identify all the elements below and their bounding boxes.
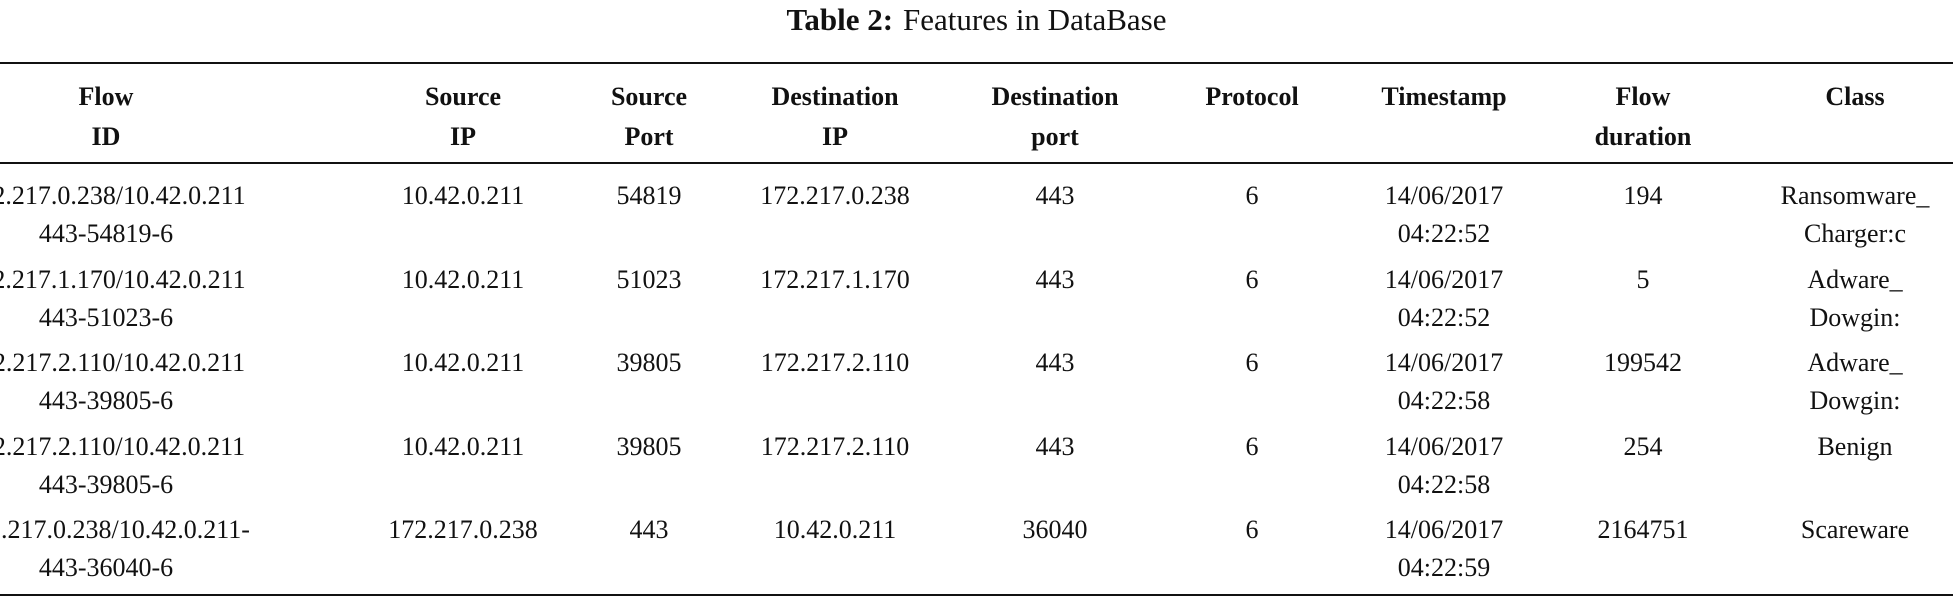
table-cell: Adware_ <box>1807 348 1903 377</box>
table-cell: 04:22:52 <box>1397 219 1491 248</box>
table-cell: 54819 <box>616 181 682 210</box>
table-cell: 199542 <box>1604 348 1682 377</box>
table-cell: 172.217.1.170 <box>760 264 910 294</box>
header-cell: Source <box>424 82 502 111</box>
table-cell: 172.217.0.238 <box>760 181 910 210</box>
table-cell: 254 <box>1623 431 1663 461</box>
table-cell: 172.217.2.110/10.42.0.211 <box>0 431 246 461</box>
table-cell: 14/06/2017 <box>1384 181 1504 210</box>
bottom-rule <box>0 594 1953 596</box>
top-rule <box>0 62 1953 64</box>
table-cell: 14/06/2017 <box>1384 515 1504 544</box>
table-cell: 14/06/2017 <box>1384 431 1504 461</box>
table-cell: 172.217.1.170/10.42.0.211 <box>0 264 246 294</box>
table-cell: 10.42.0.211 <box>401 264 525 294</box>
table-cell: 39805 <box>616 348 682 377</box>
table-cell: Scareware <box>1800 515 1910 544</box>
table-cell: 04:22:59 <box>1397 553 1491 582</box>
table-cell: 14/06/2017 <box>1384 264 1504 294</box>
header-cell: Timestamp <box>1381 82 1507 111</box>
table-cell: Dowgin: <box>1809 386 1901 415</box>
table-cell: Ransomware_ <box>1780 181 1930 210</box>
table-cell: 5 <box>1636 264 1650 294</box>
table-cell: 2164751 <box>1597 515 1689 544</box>
table-cell: 6 <box>1245 431 1259 461</box>
table-cell: 10.42.0.211 <box>773 515 897 544</box>
table-cell: 10.42.0.211 <box>401 431 525 461</box>
table-cell: 443 <box>1035 431 1075 461</box>
table-cell: 443-39805-6 <box>38 469 174 499</box>
table-cell: 172.217.2.110/10.42.0.211 <box>0 348 246 377</box>
table-cell: 443-54819-6 <box>38 219 174 248</box>
table-cell: 04:22:58 <box>1397 386 1491 415</box>
header-cell: ID <box>91 122 121 151</box>
table-cell: 36040 <box>1022 515 1088 544</box>
table-cell: Charger:c <box>1803 219 1907 248</box>
caption-text: Features in DataBase <box>903 2 1167 37</box>
header-cell: IP <box>822 122 848 151</box>
header-cell: IP <box>450 122 476 151</box>
table-cell: 6 <box>1245 264 1259 294</box>
header-cell: Flow <box>78 82 134 111</box>
header-cell: port <box>1031 122 1079 151</box>
table-cell: 172.217.0.238/10.42.0.211- <box>0 515 250 544</box>
header-cell: Source <box>610 82 688 111</box>
table-cell: 172.217.0.238/10.42.0.211 <box>0 181 246 210</box>
header-cell: Port <box>624 122 674 151</box>
header-cell: Protocol <box>1205 82 1299 111</box>
table-cell: Dowgin: <box>1809 302 1901 332</box>
table-cell: 6 <box>1245 515 1259 544</box>
table-cell: 172.217.0.238 <box>388 515 538 544</box>
table-cell: 443-36040-6 <box>38 553 174 582</box>
table-cell: 172.217.2.110 <box>760 431 910 461</box>
header-cell: Flow <box>1615 82 1671 111</box>
table-cell: 443 <box>1035 264 1075 294</box>
table-cell: 443-51023-6 <box>38 302 174 332</box>
header-cell: Destination <box>991 82 1119 111</box>
table-cell: 39805 <box>616 431 682 461</box>
table-cell: Adware_ <box>1807 264 1903 294</box>
table-cell: 443 <box>1035 348 1075 377</box>
table-cell: 443 <box>629 515 669 544</box>
table-cell: 443-39805-6 <box>38 386 174 415</box>
table-cell: 10.42.0.211 <box>401 348 525 377</box>
table-cell: 51023 <box>616 264 682 294</box>
table-cell: 172.217.2.110 <box>760 348 910 377</box>
caption: Table 2: Features in DataBase <box>0 0 1953 40</box>
table-cell: 14/06/2017 <box>1384 348 1504 377</box>
table-cell: 04:22:52 <box>1397 302 1491 332</box>
table-cell: 443 <box>1035 181 1075 210</box>
table-cell: 6 <box>1245 181 1259 210</box>
header-rule <box>0 162 1953 164</box>
caption-label: Table 2: <box>786 2 894 37</box>
table-cell: Benign <box>1817 431 1893 461</box>
header-cell: Destination <box>771 82 899 111</box>
table-cell: 10.42.0.211 <box>401 181 525 210</box>
table-cell: 194 <box>1623 181 1663 210</box>
table-cell: 04:22:58 <box>1397 469 1491 499</box>
header-cell: Class <box>1825 82 1885 111</box>
table-cell: 6 <box>1245 348 1259 377</box>
header-cell: duration <box>1594 122 1692 151</box>
